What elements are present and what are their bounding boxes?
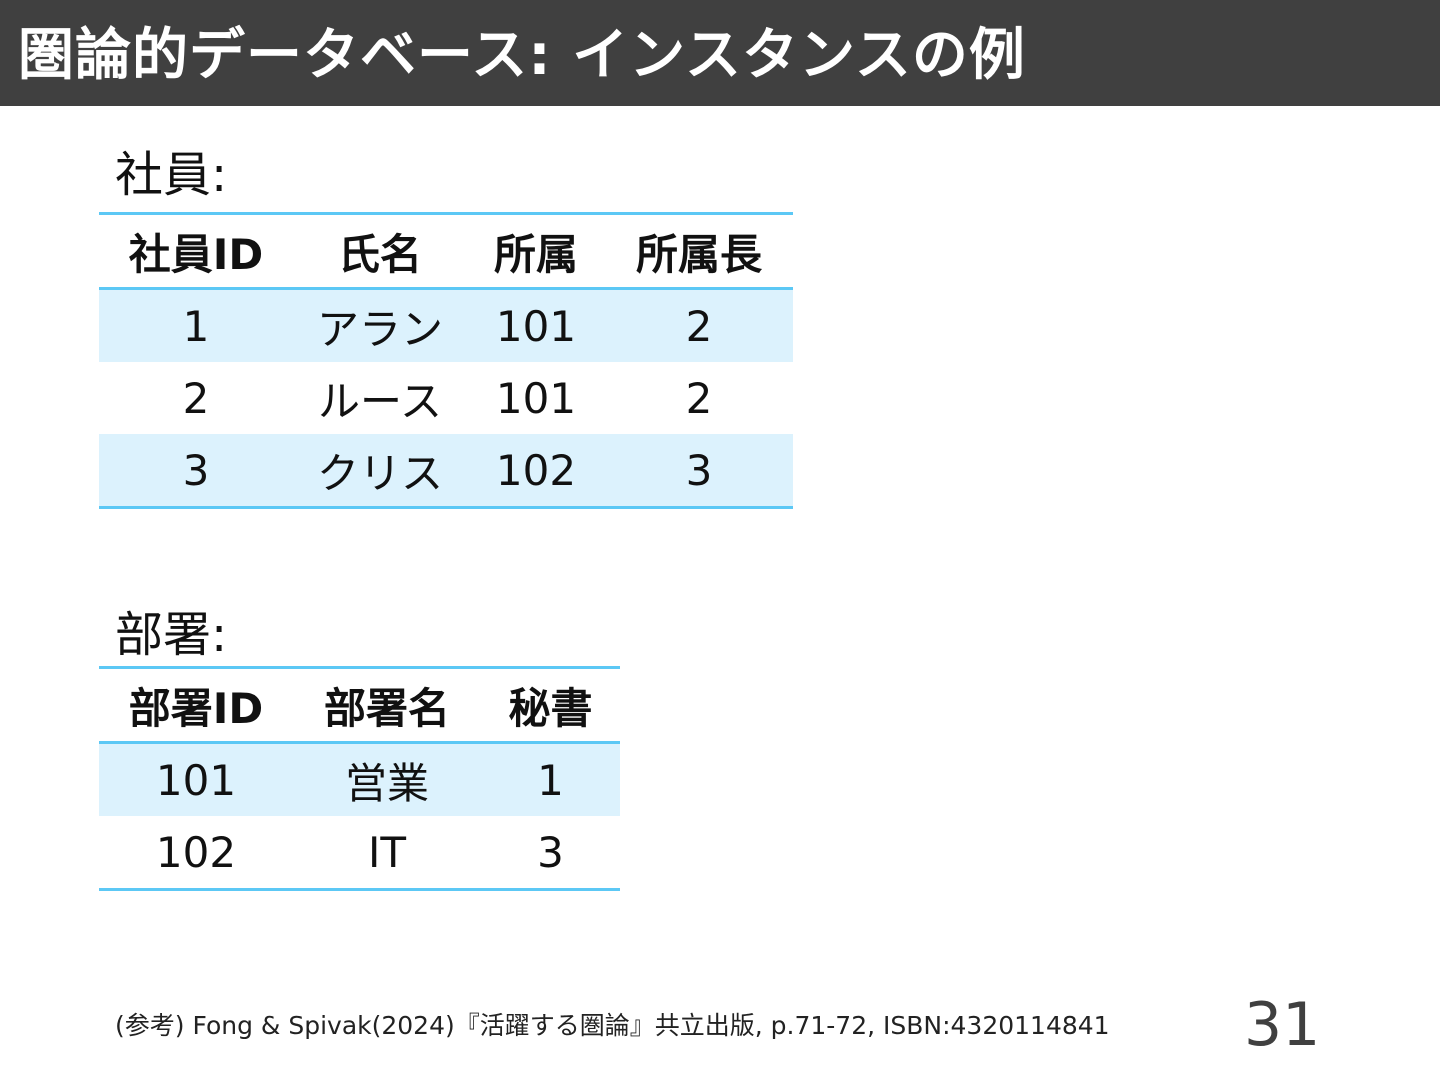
table-cell: 3 [99,434,293,509]
table-row: 101 営業 1 [99,742,620,816]
table-row: 3 クリス 102 3 [99,434,793,509]
table-cell: 1 [99,288,293,362]
column-header: 部署名 [293,666,481,744]
table-cell: 101 [495,373,577,423]
table-cell: 営業 [293,742,481,816]
table-cell: 2 [685,373,713,423]
column-header: 部署ID [99,666,293,744]
table-cell: 101 [99,742,293,816]
table-cell: クリス [293,434,467,509]
table-cell: 1 [481,742,620,816]
column-header: 所属 [467,212,605,290]
table-cell: 3 [481,816,620,891]
table-cell: ルース [318,376,442,426]
table-row: 102 IT 3 [99,816,620,891]
reference-note: (参考) Fong & Spivak(2024)『活躍する圏論』共立出版, p.… [115,1011,1110,1040]
table-cell: IT [293,816,481,891]
table-cell: アラン [293,288,467,362]
departments-table: 部署ID 部署名 秘書 101 営業 1 102 IT 3 [99,666,620,891]
table-row: 1 アラン 101 2 [99,288,793,362]
slide-title: 圏論的データベース: インスタンスの例 [18,23,1026,88]
employees-table: 社員ID 氏名 所属 所属長 1 アラン 101 2 2 ルース 101 2 3… [99,212,793,509]
table-cell: 101 [467,288,605,362]
table-row: 2 ルース 101 2 [99,362,793,434]
departments-label: 部署: [115,607,228,663]
column-header: 社員ID [99,212,293,290]
table-cell: 3 [605,434,793,509]
table-cell: 102 [99,816,293,891]
column-header: 所属長 [605,212,793,290]
table-cell: 2 [605,288,793,362]
table-header-row: 部署ID 部署名 秘書 [99,666,620,744]
column-header: 氏名 [293,212,467,290]
table-header-row: 社員ID 氏名 所属 所属長 [99,212,793,290]
employees-label: 社員: [115,147,228,203]
column-header: 秘書 [481,666,620,744]
table-cell: 2 [182,373,210,423]
page-number: 31 [1244,990,1321,1060]
table-cell: 102 [467,434,605,509]
title-bar: 圏論的データベース: インスタンスの例 [0,0,1440,106]
